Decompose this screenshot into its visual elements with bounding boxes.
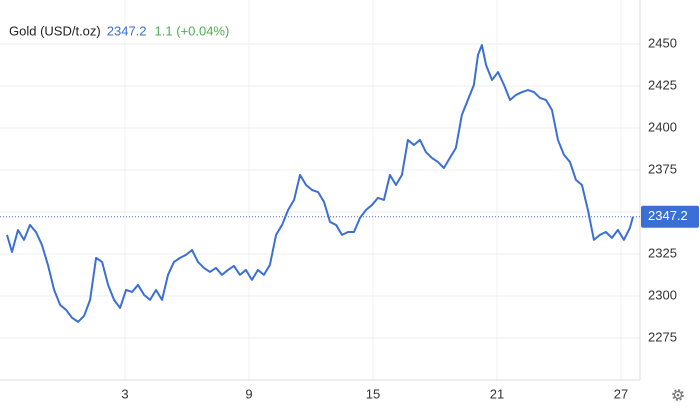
y-tick-label: 2300: [648, 287, 677, 302]
y-tick-label: 2450: [648, 35, 677, 50]
price-tag-label: 2347.2: [648, 208, 688, 223]
x-tick-label: 9: [245, 386, 252, 401]
x-tick-label: 21: [490, 386, 504, 401]
header-price: 2347.2: [107, 23, 147, 38]
x-tick-label: 15: [366, 386, 380, 401]
chart-title: Gold (USD/t.oz): [9, 23, 101, 38]
settings-button[interactable]: [672, 389, 684, 401]
y-tick-label: 2325: [648, 245, 677, 260]
x-tick-label: 3: [121, 386, 128, 401]
price-tag: [641, 205, 699, 228]
y-tick-label: 2275: [648, 329, 677, 344]
y-tick-label: 2400: [648, 119, 677, 134]
header-change: 1.1 (+0.04%): [155, 23, 230, 38]
y-tick-label: 2425: [648, 77, 677, 92]
y-tick-label: 2375: [648, 161, 677, 176]
x-tick-label: 27: [614, 386, 628, 401]
price-line: [6, 44, 634, 323]
